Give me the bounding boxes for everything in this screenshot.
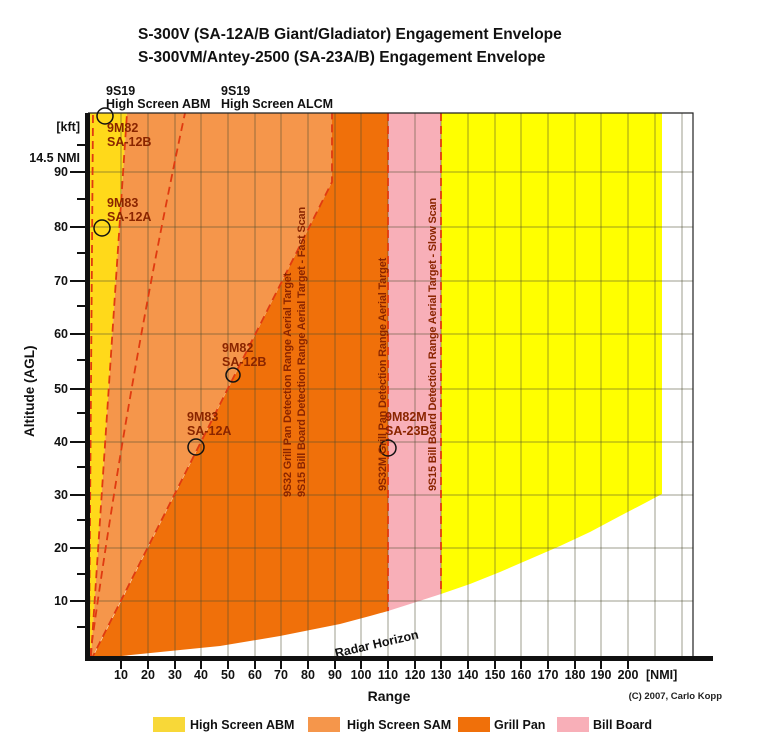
grid-horizontal-lines xyxy=(88,171,693,602)
legend-swatch-bill-board xyxy=(557,717,589,732)
missile-label-9m83-sa12a-top: 9M83 SA-12A xyxy=(107,196,151,224)
region-high-screen-sam xyxy=(91,113,332,658)
missile-label-9m82-sa12b-mid: 9M82 SA-12B xyxy=(222,341,266,369)
rotated-label-9s32-grill-pan: 9S32 Grill Pan Detection Range Aerial Ta… xyxy=(282,272,294,497)
y-axis-major-ticks xyxy=(70,171,86,602)
credit-text: (C) 2007, Carlo Kopp xyxy=(628,691,722,702)
y-tick-70: 70 xyxy=(54,274,68,288)
y-tick-30: 30 xyxy=(54,488,68,502)
point-9m82-sa12b-max-alt xyxy=(96,107,114,125)
legend-label-high-screen-abm: High Screen ABM xyxy=(190,718,295,732)
x-tick-120: 120 xyxy=(404,668,426,682)
missile-label-9m83-sa12a-mid: 9M83 SA-12A xyxy=(187,410,231,438)
legend-swatch-high-screen-sam xyxy=(308,717,340,732)
x-tick-170: 170 xyxy=(537,668,559,682)
missile-label-9m82-sa12b-top: 9M82 SA-12B xyxy=(107,121,151,149)
missile-label-line: 9M83 xyxy=(107,196,139,210)
x-tick-200: 200 xyxy=(617,668,639,682)
x-axis-unit-label: [NMI] xyxy=(646,668,678,682)
legend-label-high-screen-sam: High Screen SAM xyxy=(347,718,452,732)
x-tick-30: 30 xyxy=(168,668,182,682)
dashed-limit-lines xyxy=(88,112,442,661)
missile-label-line: 9M83 xyxy=(187,410,219,424)
y-axis-unit-label: [kft] xyxy=(56,120,80,134)
point-9m83-sa12a-max-alt xyxy=(93,219,111,237)
site-label-high-screen-abm-line2: High Screen ABM xyxy=(106,97,211,111)
dashed-line-grill-pan-fast-scan xyxy=(90,113,333,661)
legend-swatch-grill-pan xyxy=(458,717,490,732)
site-label-high-screen-alcm-line2: High Screen ALCM xyxy=(221,97,334,111)
missile-label-line: 9M82M xyxy=(385,410,427,424)
x-tick-190: 190 xyxy=(590,668,612,682)
missile-label-line: SA-23B xyxy=(385,424,430,438)
y-tick-20: 20 xyxy=(54,541,68,555)
chart-title-line1: S-300V (SA-12A/B Giant/Gladiator) Engage… xyxy=(138,26,562,43)
missile-label-line: 9M82 xyxy=(107,121,139,135)
y-axis-secondary-label: 14.5 NMI xyxy=(29,151,80,165)
y-tick-50: 50 xyxy=(54,382,68,396)
missile-label-line: 9M82 xyxy=(222,341,254,355)
site-label-high-screen-alcm: 9S19 High Screen ALCM xyxy=(221,85,333,111)
x-tick-60: 60 xyxy=(248,668,262,682)
missile-label-line: SA-12B xyxy=(222,355,267,369)
x-axis-ticks xyxy=(120,661,629,669)
x-tick-180: 180 xyxy=(564,668,586,682)
missile-label-line: SA-12A xyxy=(107,210,152,224)
x-tick-10: 10 xyxy=(114,668,128,682)
x-tick-20: 20 xyxy=(141,668,155,682)
dashed-line-high-screen-alcm xyxy=(89,112,186,657)
y-tick-80: 80 xyxy=(54,220,68,234)
x-tick-100: 100 xyxy=(350,668,372,682)
rotated-label-9s32m-grill-pan: 9S32M Grill Pan Detection Range Aerial T… xyxy=(377,257,389,491)
x-tick-40: 40 xyxy=(194,668,208,682)
chart-title-line2: S-300VM/Antey-2500 (SA-23A/B) Engagement… xyxy=(138,49,546,66)
y-tick-90: 90 xyxy=(54,165,68,179)
rotated-label-grill-pan-fast-scan: 9S32 Grill Pan Detection Range Aerial Ta… xyxy=(281,207,309,497)
missile-label-line: SA-12A xyxy=(187,424,232,438)
x-tick-150: 150 xyxy=(484,668,506,682)
rotated-label-9s15-fast-scan: 9S15 Bill Board Detection Range Aerial T… xyxy=(296,207,308,497)
x-tick-50: 50 xyxy=(221,668,235,682)
y-axis-minor-ticks xyxy=(77,144,86,628)
region-grill-pan xyxy=(92,113,388,659)
missile-label-9m82m-sa23b: 9M82M SA-23B xyxy=(385,410,429,438)
x-axis-line xyxy=(85,656,713,661)
site-label-high-screen-abm-line1: 9S19 xyxy=(106,84,136,98)
y-axis-title: Altitude (AGL) xyxy=(22,345,37,437)
x-tick-80: 80 xyxy=(301,668,315,682)
site-label-high-screen-alcm-line1: 9S19 xyxy=(221,84,251,98)
plot-border-top-right xyxy=(88,112,694,656)
x-tick-140: 140 xyxy=(457,668,479,682)
x-axis-title: Range xyxy=(367,688,411,704)
y-tick-60: 60 xyxy=(54,327,68,341)
y-axis-line xyxy=(85,113,90,661)
rotated-label-9s15-slow-scan: 9S15 Bill Board Detection Range Aerial T… xyxy=(427,197,439,491)
point-9m83-sa12a xyxy=(187,438,205,456)
site-label-high-screen-abm: 9S19 High Screen ABM xyxy=(106,85,210,111)
y-tick-10: 10 xyxy=(54,594,68,608)
x-tick-160: 160 xyxy=(510,668,532,682)
x-tick-70: 70 xyxy=(274,668,288,682)
x-tick-110: 110 xyxy=(377,668,399,682)
grid-vertical-lines xyxy=(120,113,683,656)
point-9m82-sa12b xyxy=(225,367,241,383)
legend-label-bill-board: Bill Board xyxy=(593,718,653,732)
legend-label-grill-pan: Grill Pan xyxy=(494,718,546,732)
missile-label-line: SA-12B xyxy=(107,135,152,149)
y-tick-40: 40 xyxy=(54,435,68,449)
legend-swatch-high-screen-abm xyxy=(153,717,185,732)
region-high-screen-abm xyxy=(441,113,662,594)
marked-point-circles xyxy=(93,107,397,457)
x-tick-130: 130 xyxy=(430,668,452,682)
x-tick-90: 90 xyxy=(328,668,342,682)
point-9m82m-sa23b xyxy=(379,439,397,457)
